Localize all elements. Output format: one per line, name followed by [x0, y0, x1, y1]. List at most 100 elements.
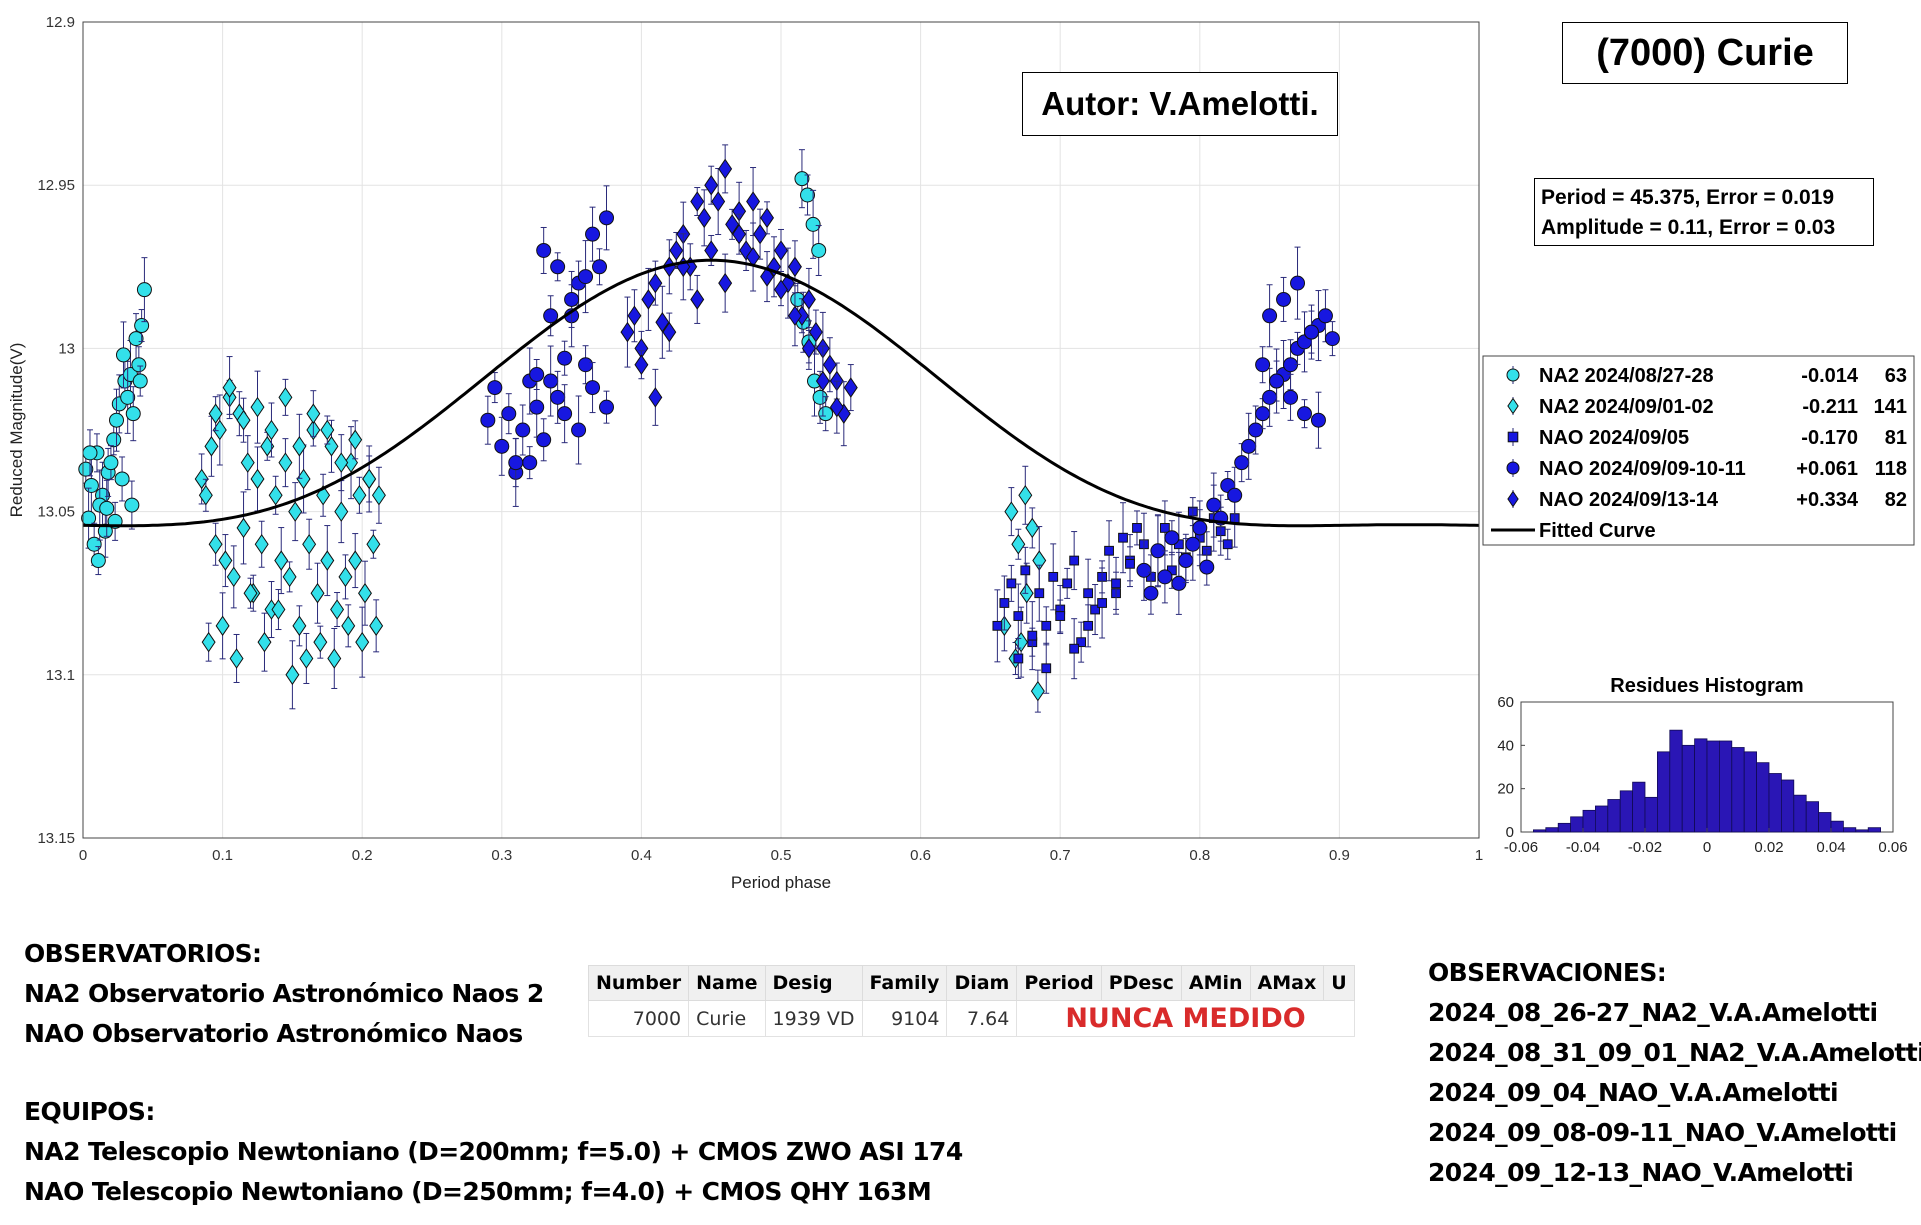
data-point: [254, 533, 269, 555]
data-point: [1143, 585, 1159, 601]
data-point: [578, 357, 594, 373]
data-point: [564, 291, 580, 307]
histogram-bar: [1657, 751, 1671, 833]
period-line: Period = 45.375, Error = 0.019: [1541, 186, 1835, 209]
legend-count: 141: [1874, 396, 1907, 418]
data-point: [515, 422, 531, 438]
data-point: [1048, 571, 1059, 582]
data-point: [271, 599, 286, 620]
data-point: [543, 308, 559, 324]
y-axis-label: Reduced Magnitude(V): [7, 343, 26, 518]
data-points: [78, 144, 1340, 713]
data-point: [348, 550, 363, 571]
data-point: [115, 347, 131, 363]
legend-label: NAO 2024/09/09-10-11: [1539, 458, 1746, 480]
data-point: [313, 631, 328, 653]
data-point: [371, 485, 386, 506]
data-point: [1020, 565, 1031, 576]
data-point: [704, 174, 719, 196]
observaciones-block: OBSERVACIONES: 2024_08_26-27_NA2_V.A.Ame…: [1428, 953, 1921, 1193]
data-point: [1241, 438, 1257, 454]
data-point: [1111, 578, 1121, 589]
data-point: [508, 455, 524, 471]
col-header: AMax: [1249, 965, 1325, 1001]
data-point: [801, 338, 816, 359]
x-tick-label: 0.9: [1329, 847, 1350, 864]
data-point: [1027, 630, 1038, 641]
legend-count: 63: [1885, 365, 1907, 387]
hist-x-tick-label: -0.06: [1504, 839, 1538, 856]
data-point: [641, 289, 656, 310]
data-point: [760, 207, 775, 229]
data-point: [480, 412, 496, 428]
data-point: [1132, 523, 1142, 533]
data-point: [120, 389, 136, 405]
fitted-curve: [83, 258, 1480, 528]
histogram-bar: [1681, 744, 1695, 833]
data-point: [201, 631, 216, 653]
y-tick-label: 13.15: [37, 830, 75, 847]
x-tick-label: 0.8: [1189, 847, 1210, 864]
data-point: [338, 566, 353, 588]
data-point: [805, 216, 821, 232]
data-point: [274, 550, 289, 571]
col-header: Period: [1016, 965, 1102, 1001]
data-point: [292, 436, 307, 457]
data-point: [194, 468, 209, 490]
data-point: [620, 321, 635, 343]
amplitude-line: Amplitude = 0.11, Error = 0.03: [1541, 216, 1836, 239]
data-point: [1104, 545, 1114, 556]
data-point: [83, 477, 99, 493]
histogram-bar: [1632, 781, 1646, 833]
data-point: [226, 566, 241, 588]
legend-marker: [1506, 368, 1520, 382]
histogram-bar: [1619, 790, 1633, 833]
data-point: [669, 240, 684, 261]
col-header: PDesc: [1100, 965, 1182, 1001]
data-point: [327, 648, 342, 669]
data-point: [264, 419, 279, 441]
data-point: [829, 396, 844, 418]
data-point: [536, 242, 552, 258]
legend-marker: [1507, 431, 1519, 443]
data-point: [285, 664, 300, 686]
histogram-bar: [1768, 773, 1782, 833]
histogram-bar: [1855, 829, 1869, 833]
legend-offset: -0.211: [1802, 396, 1858, 418]
data-point: [1157, 569, 1173, 585]
data-point: [369, 615, 384, 637]
data-point: [1006, 578, 1017, 589]
data-point: [218, 550, 233, 571]
data-point: [774, 240, 788, 261]
histogram-bar: [1793, 794, 1807, 833]
observaciones-heading: OBSERVACIONES:: [1428, 958, 1667, 987]
data-point: [236, 517, 251, 539]
data-point: [1255, 357, 1271, 373]
data-point: [690, 191, 705, 212]
data-point: [1076, 637, 1087, 648]
x-tick-label: 0.7: [1050, 847, 1071, 864]
series-group: [194, 356, 1047, 713]
legend-count: 82: [1885, 489, 1907, 511]
data-point: [627, 305, 642, 327]
data-point: [1227, 487, 1243, 503]
histogram-bar: [1669, 729, 1683, 833]
histogram-bar: [1719, 740, 1733, 833]
data-point: [1041, 663, 1052, 674]
y-tick-label: 13: [58, 340, 75, 357]
data-point: [136, 282, 152, 298]
data-point: [109, 412, 125, 428]
histogram-bar: [1545, 827, 1559, 833]
data-point: [794, 171, 810, 187]
chart-grid: [82, 21, 1480, 839]
x-tick-label: 0.4: [631, 847, 652, 864]
data-point: [125, 406, 141, 422]
data-point: [278, 452, 293, 473]
data-point: [585, 226, 601, 242]
data-point: [1234, 455, 1250, 471]
data-point: [787, 305, 802, 327]
data-point: [822, 354, 837, 375]
data-point: [302, 533, 317, 555]
data-point: [1171, 575, 1187, 591]
data-point: [1018, 485, 1033, 506]
